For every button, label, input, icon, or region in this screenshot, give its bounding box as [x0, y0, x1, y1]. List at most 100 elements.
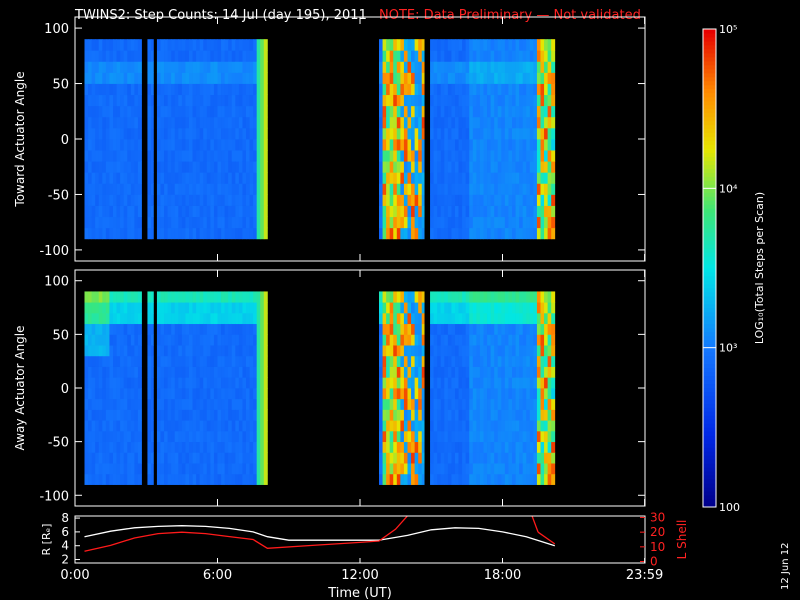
heatmap-cell: [88, 420, 93, 432]
heatmap-cell: [533, 83, 538, 96]
colorbar-cell: [703, 264, 716, 269]
heatmap-cell: [437, 216, 442, 229]
heatmap-cell: [476, 50, 481, 62]
heatmap-cell: [210, 312, 215, 325]
heatmap-cell: [418, 366, 423, 378]
heatmap-cell: [536, 150, 541, 162]
heatmap-cell: [235, 345, 240, 357]
heatmap-cell: [137, 334, 142, 346]
heatmap-cell: [164, 39, 169, 51]
y-right-tick-label: 0: [650, 555, 658, 569]
heatmap-cell: [430, 420, 435, 432]
heatmap-cell: [490, 183, 495, 195]
heatmap-cell: [102, 452, 107, 464]
heatmap-cell: [379, 323, 383, 335]
heatmap-cell: [171, 205, 176, 218]
heatmap-cell: [192, 366, 197, 378]
heatmap-cell: [249, 205, 254, 218]
heatmap-cell: [260, 473, 265, 485]
heatmap-cell: [533, 420, 538, 432]
heatmap-cell: [164, 116, 169, 129]
heatmap-cell: [196, 323, 201, 335]
heatmap-cell: [430, 150, 435, 162]
heatmap-cell: [123, 334, 128, 346]
heatmap-cell: [437, 172, 442, 184]
heatmap-cell: [515, 139, 520, 151]
heatmap-cell: [458, 72, 463, 84]
heatmap-cell: [389, 205, 394, 218]
heatmap-cell: [472, 302, 477, 314]
heatmap-cell: [444, 139, 449, 151]
heatmap-cell: [213, 161, 218, 173]
heatmap-cell: [519, 127, 524, 140]
heatmap-cell: [400, 216, 405, 229]
colorbar-cell: [703, 463, 716, 468]
heatmap-cell: [120, 420, 125, 432]
heatmap-cell: [238, 366, 243, 378]
heatmap-cell: [91, 183, 96, 195]
data-segment: [430, 291, 556, 485]
heatmap-cell: [497, 302, 502, 314]
heatmap-cell: [547, 463, 552, 475]
heatmap-cell: [109, 388, 114, 400]
heatmap-cell: [396, 161, 401, 173]
heatmap-cell: [181, 409, 186, 421]
heatmap-cell: [151, 302, 154, 314]
heatmap-cell: [382, 105, 387, 118]
heatmap-cell: [433, 409, 438, 421]
heatmap-cell: [246, 216, 250, 229]
heatmap-cell: [151, 409, 154, 421]
heatmap-cell: [487, 473, 492, 485]
heatmap-cell: [260, 139, 265, 151]
heatmap-cell: [396, 116, 401, 129]
heatmap-cell: [487, 183, 492, 195]
heatmap-cell: [109, 398, 114, 410]
heatmap-cell: [91, 194, 96, 206]
heatmap-cell: [526, 345, 531, 357]
heatmap-cell: [403, 61, 408, 73]
heatmap-cell: [444, 116, 449, 129]
heatmap-cell: [447, 72, 452, 84]
heatmap-cell: [421, 388, 425, 400]
heatmap-cell: [102, 323, 107, 335]
heatmap-cell: [210, 205, 215, 218]
heatmap-cell: [151, 72, 154, 84]
heatmap-cell: [526, 194, 531, 206]
heatmap-cell: [123, 72, 128, 84]
heatmap-cell: [476, 409, 481, 421]
heatmap-cell: [533, 94, 538, 107]
heatmap-cell: [551, 139, 556, 151]
heatmap-cell: [203, 312, 208, 325]
heatmap-cell: [544, 366, 549, 378]
heatmap-cell: [210, 105, 215, 118]
heatmap-cell: [462, 366, 467, 378]
colorbar-cell: [703, 287, 716, 293]
heatmap-cell: [386, 83, 391, 96]
heatmap-cell: [256, 302, 261, 314]
heatmap-cell: [407, 83, 412, 96]
heatmap-cell: [447, 227, 452, 240]
heatmap-cell: [501, 398, 506, 410]
heatmap-cell: [490, 334, 495, 346]
heatmap-cell: [263, 409, 268, 421]
heatmap-cell: [519, 377, 524, 389]
heatmap-cell: [120, 452, 125, 464]
heatmap-cell: [174, 441, 179, 453]
heatmap-cell: [160, 366, 165, 378]
heatmap-cell: [403, 150, 408, 162]
heatmap-cell: [483, 150, 488, 162]
heatmap-cell: [451, 463, 456, 475]
heatmap-cell: [224, 302, 229, 314]
heatmap-cell: [430, 463, 435, 475]
heatmap-cell: [430, 127, 435, 140]
heatmap-cell: [260, 94, 265, 107]
heatmap-cell: [127, 366, 132, 378]
heatmap-cell: [403, 430, 408, 443]
heatmap-cell: [137, 39, 142, 51]
heatmap-cell: [98, 312, 103, 325]
heatmap-cell: [199, 377, 204, 389]
heatmap-cell: [440, 172, 445, 184]
heatmap-cell: [526, 183, 531, 195]
heatmap-cell: [508, 227, 513, 240]
heatmap-cell: [231, 150, 236, 162]
